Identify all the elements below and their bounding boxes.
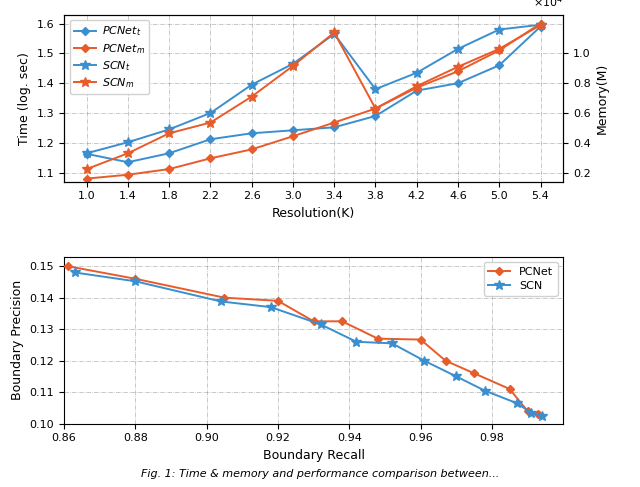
Y-axis label: Boundary Precision: Boundary Precision: [11, 280, 24, 400]
$PCNet_t$: [413, 88, 420, 94]
$SCN_t$: [413, 70, 420, 75]
$PCNet_t$: [165, 150, 173, 156]
Y-axis label: Memory(M): Memory(M): [596, 62, 609, 134]
$SCN_t$: [372, 86, 380, 92]
Line: PCNet: PCNet: [65, 263, 541, 417]
PCNet: [131, 276, 139, 281]
X-axis label: Boundary Recall: Boundary Recall: [262, 449, 365, 462]
$PCNet_t$: [124, 159, 132, 165]
$PCNet_t$: [495, 62, 503, 68]
Line: $SCN_m$: $SCN_m$: [82, 20, 545, 174]
Text: $\times$10$^4$: $\times$10$^4$: [533, 0, 563, 10]
SCN: [452, 374, 460, 379]
PCNet: [506, 386, 513, 392]
$SCN_t$: [495, 27, 503, 33]
PCNet: [374, 336, 381, 341]
$SCN_m$: [248, 94, 255, 99]
$PCNet_t$: [207, 136, 214, 142]
PCNet: [274, 298, 282, 304]
$SCN_m$: [207, 120, 214, 126]
$PCNet_t$: [537, 23, 545, 29]
$PCNet_m$: [537, 20, 545, 26]
$PCNet_m$: [289, 133, 297, 139]
$PCNet_m$: [83, 176, 90, 182]
SCN: [388, 340, 396, 346]
SCN: [513, 400, 521, 406]
$SCN_t$: [83, 150, 90, 156]
$SCN_m$: [83, 166, 90, 172]
SCN: [481, 388, 488, 393]
$SCN_m$: [454, 64, 462, 70]
PCNet: [310, 318, 317, 324]
SCN: [317, 321, 324, 327]
SCN: [527, 410, 535, 415]
PCNet: [339, 318, 346, 324]
SCN: [217, 299, 225, 304]
Line: SCN: SCN: [70, 268, 547, 421]
Legend: $PCNet_t$, $PCNet_m$, $SCN_t$, $SCN_m$: $PCNet_t$, $PCNet_m$, $SCN_t$, $SCN_m$: [70, 20, 149, 94]
$SCN_m$: [372, 106, 380, 112]
$SCN_t$: [330, 31, 338, 37]
$SCN_m$: [330, 30, 338, 36]
PCNet: [524, 408, 531, 414]
$SCN_t$: [207, 110, 214, 116]
$SCN_t$: [454, 46, 462, 52]
$SCN_t$: [537, 22, 545, 28]
$PCNet_t$: [372, 113, 380, 119]
SCN: [71, 269, 79, 275]
SCN: [420, 358, 428, 364]
$SCN_t$: [248, 82, 255, 88]
Legend: PCNet, SCN: PCNet, SCN: [483, 262, 557, 296]
PCNet: [442, 358, 449, 364]
Text: Fig. 1: Time & memory and performance comparison between...: Fig. 1: Time & memory and performance co…: [141, 469, 499, 479]
SCN: [353, 339, 360, 345]
$PCNet_m$: [165, 166, 173, 172]
SCN: [131, 279, 139, 284]
$PCNet_m$: [330, 120, 338, 126]
SCN: [267, 304, 275, 310]
Y-axis label: Time (log. sec): Time (log. sec): [18, 52, 31, 145]
$PCNet_m$: [124, 172, 132, 178]
$PCNet_t$: [83, 151, 90, 157]
$PCNet_t$: [454, 80, 462, 86]
PCNet: [470, 370, 478, 376]
Line: $PCNet_t$: $PCNet_t$: [84, 23, 543, 165]
Line: $SCN_t$: $SCN_t$: [82, 20, 545, 158]
$PCNet_m$: [495, 47, 503, 53]
$PCNet_m$: [372, 106, 380, 112]
Line: $PCNet_m$: $PCNet_m$: [84, 20, 543, 182]
PCNet: [417, 337, 424, 342]
$PCNet_m$: [207, 155, 214, 161]
$PCNet_m$: [454, 68, 462, 74]
$PCNet_m$: [248, 147, 255, 152]
$SCN_t$: [124, 139, 132, 145]
PCNet: [221, 295, 228, 300]
$PCNet_m$: [413, 85, 420, 91]
X-axis label: Resolution(K): Resolution(K): [272, 207, 355, 220]
SCN: [538, 413, 546, 419]
$SCN_t$: [289, 61, 297, 67]
$SCN_m$: [289, 63, 297, 69]
$SCN_m$: [124, 150, 132, 156]
$PCNet_t$: [248, 131, 255, 136]
PCNet: [64, 263, 72, 269]
$PCNet_t$: [330, 124, 338, 130]
PCNet: [534, 412, 542, 417]
$SCN_m$: [495, 46, 503, 52]
$SCN_m$: [165, 131, 173, 136]
$SCN_m$: [413, 83, 420, 89]
$SCN_m$: [537, 22, 545, 28]
$PCNet_t$: [289, 128, 297, 133]
$SCN_t$: [165, 127, 173, 132]
